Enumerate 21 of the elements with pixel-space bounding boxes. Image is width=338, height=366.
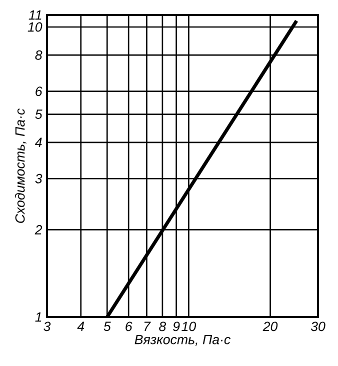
x-tick-label: 6 — [126, 322, 132, 332]
x-tick-label: 9 — [173, 322, 180, 332]
y-axis-title: Сходимость, Па·с — [14, 108, 26, 223]
y-tick-label: 6 — [36, 86, 42, 96]
y-tick-label: 3 — [35, 174, 42, 184]
y-tick-label: 10 — [28, 22, 42, 32]
x-tick-label: 10 — [182, 322, 196, 332]
x-tick-label: 3 — [44, 322, 51, 332]
x-tick-label: 8 — [159, 322, 166, 332]
y-tick-label: 2 — [34, 225, 42, 234]
x-tick-label: 20 — [262, 322, 278, 332]
y-tick-label: 4 — [34, 138, 42, 147]
x-tick-label: 30 — [310, 322, 326, 332]
y-tick-label: 11 — [28, 10, 42, 20]
y-tick-label: 8 — [35, 50, 42, 60]
x-tick-label: 4 — [77, 322, 84, 331]
y-tick-label: 1 — [35, 312, 42, 322]
x-axis-title: Вязкость, Па·с — [134, 334, 231, 346]
x-tick-label: 7 — [144, 322, 151, 331]
x-tick-label: 5 — [104, 322, 111, 332]
y-tick-label: 5 — [35, 110, 42, 119]
